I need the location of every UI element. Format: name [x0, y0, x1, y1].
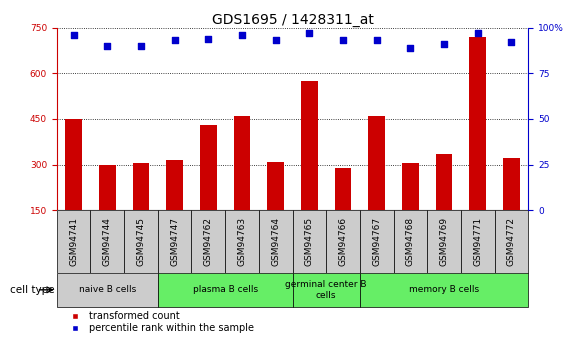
Point — [136, 43, 145, 49]
Point — [473, 30, 482, 36]
Text: naive B cells: naive B cells — [79, 285, 136, 294]
Point — [170, 38, 179, 43]
Text: germinal center B
cells: germinal center B cells — [286, 280, 367, 299]
Text: GSM94764: GSM94764 — [271, 217, 280, 266]
Bar — [301, 81, 318, 210]
Text: GSM94769: GSM94769 — [440, 217, 449, 266]
Text: GSM94766: GSM94766 — [339, 217, 348, 266]
Bar — [402, 163, 419, 210]
Text: GSM94763: GSM94763 — [237, 217, 247, 266]
Point — [440, 41, 449, 47]
Text: GSM94771: GSM94771 — [473, 217, 482, 266]
Bar — [191, 210, 225, 273]
Text: GSM94772: GSM94772 — [507, 217, 516, 266]
Text: GSM94765: GSM94765 — [305, 217, 314, 266]
Point — [406, 45, 415, 50]
Bar — [166, 160, 183, 210]
Point — [305, 30, 314, 36]
Text: GSM94741: GSM94741 — [69, 217, 78, 266]
Bar — [90, 210, 124, 273]
Bar — [259, 210, 293, 273]
Point — [237, 32, 247, 38]
Bar — [57, 273, 158, 307]
Point — [204, 36, 213, 41]
Bar — [268, 161, 284, 210]
Bar — [503, 158, 520, 210]
Text: cell type: cell type — [10, 285, 55, 295]
Text: plasma B cells: plasma B cells — [193, 285, 258, 294]
Text: GSM94767: GSM94767 — [372, 217, 381, 266]
Bar — [158, 273, 293, 307]
Text: GSM94762: GSM94762 — [204, 217, 213, 266]
Bar — [57, 210, 90, 273]
Point — [507, 39, 516, 45]
Text: memory B cells: memory B cells — [409, 285, 479, 294]
Bar — [293, 273, 360, 307]
Bar — [495, 210, 528, 273]
Bar — [394, 210, 427, 273]
Legend: transformed count, percentile rank within the sample: transformed count, percentile rank withi… — [62, 308, 258, 337]
Bar — [233, 116, 250, 210]
Bar — [469, 37, 486, 210]
Point — [372, 38, 381, 43]
Point — [271, 38, 280, 43]
Bar — [225, 210, 259, 273]
Bar — [124, 210, 158, 273]
Bar — [132, 163, 149, 210]
Bar — [427, 210, 461, 273]
Point — [339, 38, 348, 43]
Point — [69, 32, 78, 38]
Bar — [326, 210, 360, 273]
Bar — [368, 116, 385, 210]
Bar — [200, 125, 217, 210]
Text: GSM94745: GSM94745 — [136, 217, 145, 266]
Bar — [99, 165, 116, 210]
Bar — [65, 119, 82, 210]
Bar — [335, 168, 352, 210]
Bar — [360, 273, 528, 307]
Text: GSM94768: GSM94768 — [406, 217, 415, 266]
Bar — [293, 210, 326, 273]
Text: GSM94744: GSM94744 — [103, 217, 112, 266]
Point — [103, 43, 112, 49]
Bar — [436, 154, 453, 210]
Bar — [461, 210, 495, 273]
Bar — [158, 210, 191, 273]
Title: GDS1695 / 1428311_at: GDS1695 / 1428311_at — [212, 12, 373, 27]
Bar — [360, 210, 394, 273]
Text: GSM94747: GSM94747 — [170, 217, 179, 266]
